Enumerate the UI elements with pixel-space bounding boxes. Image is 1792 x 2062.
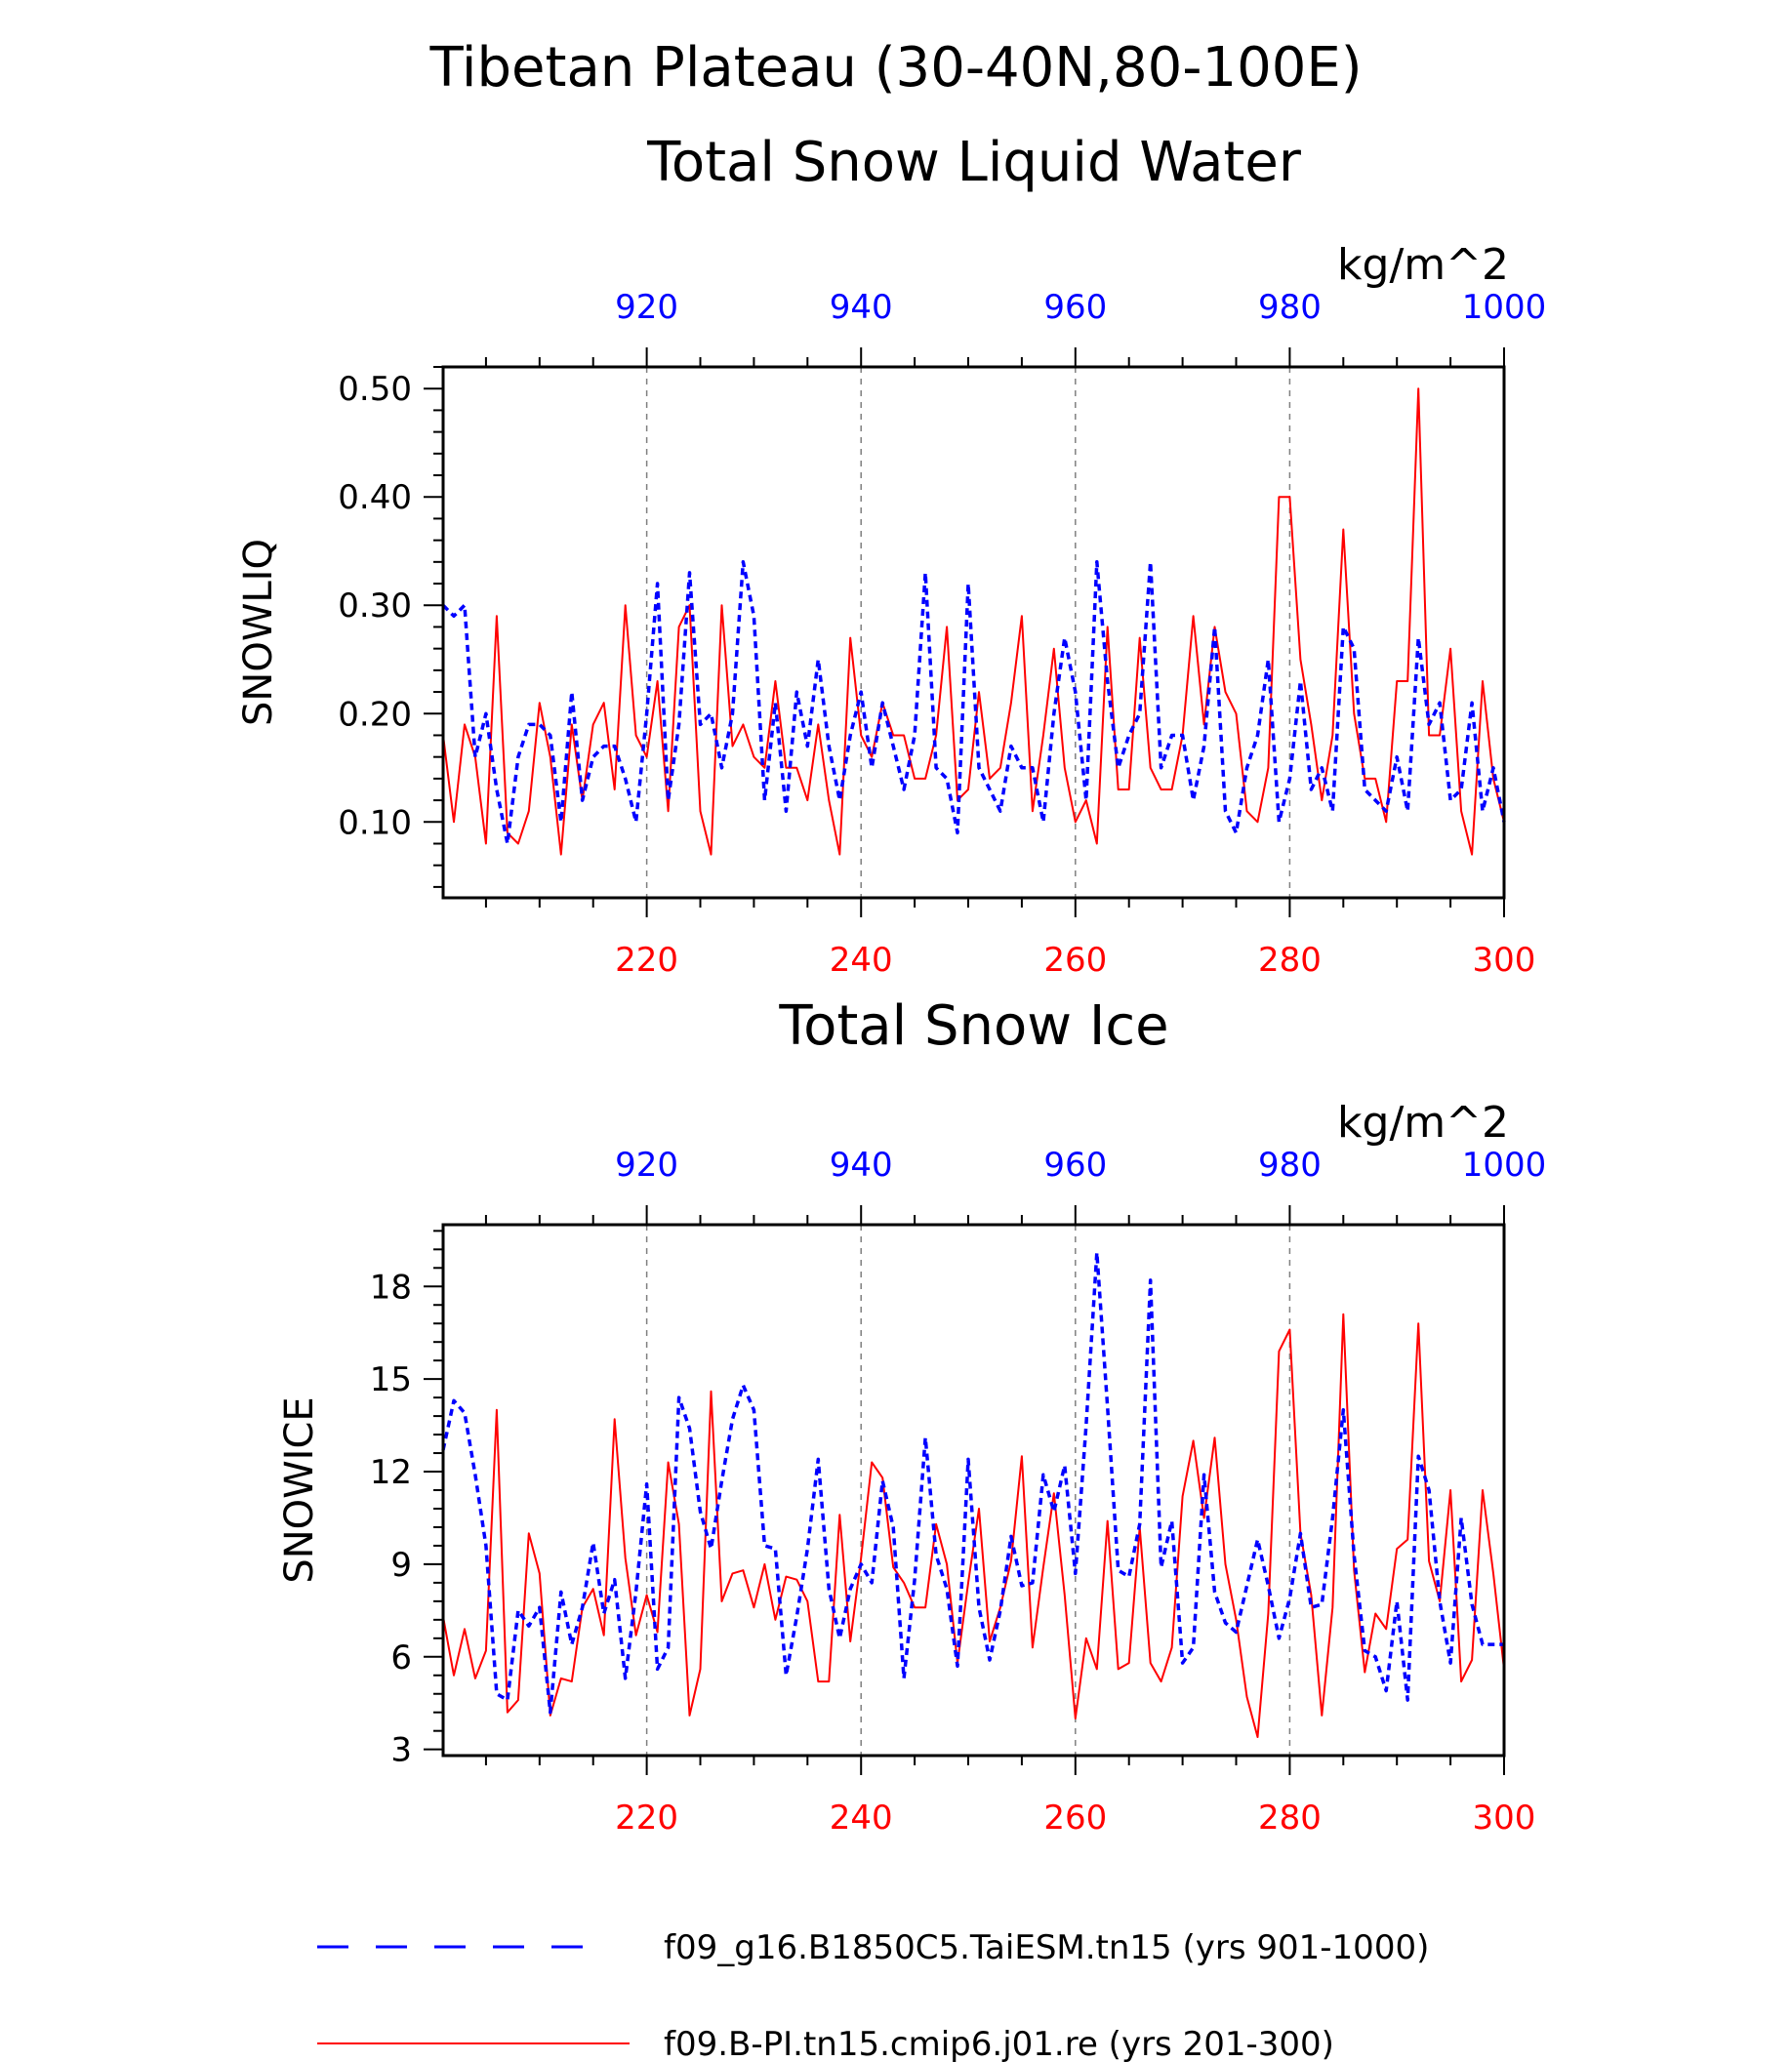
x-tick-label-bottom: 300 [1473,1799,1536,1838]
chart1-title: Total Snow Liquid Water [646,131,1302,194]
x-tick-label-top: 980 [1258,288,1322,327]
y-tick-label: 0.20 [338,695,412,734]
x-tick-label-top: 980 [1258,1146,1322,1185]
y-tick-label: 0.30 [338,586,412,626]
x-tick-label-bottom: 280 [1258,941,1322,980]
x-tick-label-bottom: 280 [1258,1799,1322,1838]
y-tick-label: 12 [370,1453,412,1492]
x-tick-label-top: 920 [615,1146,678,1185]
x-tick-label-top: 960 [1043,1146,1107,1185]
series-line-taiesm [441,1250,1504,1715]
x-tick-label-bottom: 220 [615,1799,678,1838]
y-axis-label: SNOWICE [277,1396,322,1583]
x-tick-label-bottom: 240 [830,941,893,980]
main-title: Tibetan Plateau (30-40N,80-100E) [428,36,1362,100]
chart-liquid-water: 0.10 0.20 0.30 0.40 0.50 220 240 260 280 300 920 94… [236,240,1546,980]
x-tick-label-top: 960 [1043,288,1107,327]
x-tick-label-top: 940 [830,1146,893,1185]
x-tick-label-bottom: 260 [1043,941,1107,980]
x-tick-label-top: 920 [615,288,678,327]
x-tick-label-top: 940 [830,288,893,327]
units-label: kg/m^2 [1337,240,1509,290]
legend-label-taiesm: f09_g16.B1850C5.TaiESM.tn15 (yrs 901-100… [664,1928,1429,1967]
units-label: kg/m^2 [1337,1098,1509,1148]
y-tick-label: 0.10 [338,803,412,842]
x-tick-label-bottom: 260 [1043,1799,1107,1838]
chart2-title: Total Snow Ice [778,994,1168,1058]
chart-snow-ice: 3 6 9 12 15 18 220 240 260 280 300 920 940 960 980 1000… [277,1098,1546,1838]
x-tick-label-bottom: 300 [1473,941,1536,980]
y-tick-label: 18 [370,1268,412,1307]
y-tick-label: 9 [390,1546,412,1585]
y-tick-label: 0.40 [338,478,412,517]
plot-frame [441,1223,1506,1758]
x-tick-label-top: 1000 [1462,288,1547,327]
y-tick-label: 3 [390,1731,412,1770]
legend-label-control: f09.B-PI.tn15.cmip6.j01.re (yrs 201-300) [664,2025,1334,2062]
y-axis-label: SNOWLIQ [236,539,281,726]
plot-frame [441,365,1506,900]
y-tick-label: 0.50 [338,370,412,409]
x-tick-label-bottom: 220 [615,941,678,980]
y-tick-label: 15 [370,1360,412,1399]
series-line-control [442,387,1505,856]
series-line-control [442,1313,1505,1738]
series-line-taiesm [441,560,1506,846]
legend: f09_g16.B1850C5.TaiESM.tn15 (yrs 901-100… [317,1928,1429,2062]
y-tick-label: 6 [390,1638,412,1678]
x-tick-label-bottom: 240 [830,1799,893,1838]
x-tick-label-top: 1000 [1462,1146,1547,1185]
